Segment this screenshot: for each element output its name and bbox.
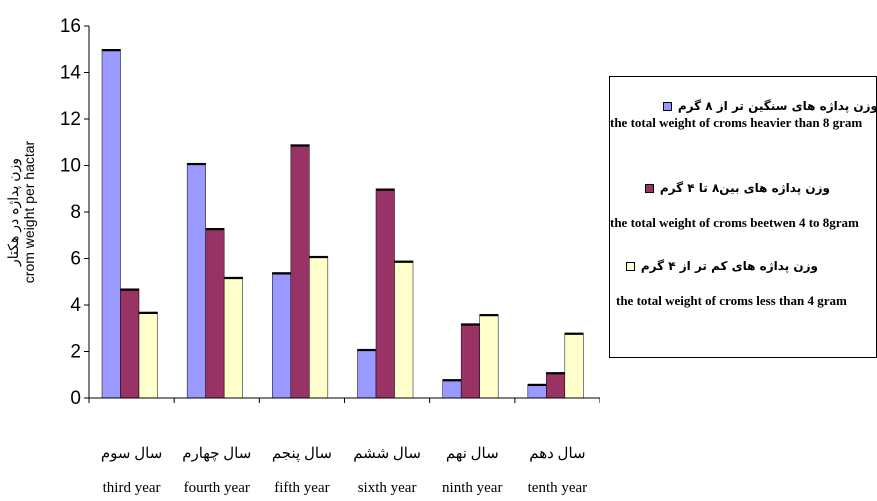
- x-category-label-fa: سال چهارم: [182, 446, 251, 462]
- x-category-label-en: fifth year: [274, 480, 329, 496]
- bar: [564, 332, 584, 399]
- bar: [479, 314, 499, 399]
- y-axis-label-en: crom weight per hactar: [21, 140, 37, 283]
- bar: [546, 372, 566, 399]
- y-tick-label: 14: [60, 63, 82, 84]
- bar: [460, 323, 480, 399]
- bar: [138, 311, 158, 399]
- bar: [309, 255, 329, 399]
- chart: وزن پداژه در هکتار crom weight per hacta…: [5, 16, 600, 496]
- bar: [205, 228, 225, 399]
- y-tick-label: 6: [70, 249, 81, 270]
- x-category-label-fa: سال نهم: [446, 446, 499, 462]
- x-category-label-en: sixth year: [358, 480, 417, 496]
- bar: [375, 188, 395, 399]
- legend-label-fa: وزن پداژه های بین۸ تا ۴ گرم: [644, 181, 830, 195]
- y-tick-label: 12: [60, 109, 81, 130]
- bar: [272, 272, 292, 399]
- y-tick-label: 10: [60, 156, 81, 177]
- legend-text-fa: وزن پداژه های سنگین تر از ۸ گرم: [677, 99, 877, 113]
- legend-label-fa: وزن پداژه های سنگین تر از ۸ گرم: [662, 99, 877, 113]
- x-category-label-en: ninth year: [442, 480, 502, 496]
- bar: [394, 260, 414, 399]
- x-axis-labels: سال سوم third year سال چهارم fourth year سال…: [101, 446, 587, 496]
- bar: [357, 348, 377, 399]
- bar: [223, 276, 243, 399]
- bars: [101, 49, 584, 399]
- bar: [527, 383, 547, 399]
- bar: [120, 288, 140, 399]
- bar: [186, 162, 206, 399]
- legend: وزن پداژه های سنگین تر از ۸ گرم the tota…: [609, 76, 877, 358]
- bar: [101, 49, 121, 399]
- x-category-label-en: third year: [103, 480, 161, 496]
- y-tick-label: 0: [70, 388, 81, 409]
- legend-label-fa: وزن پداژه های کم تر از ۴ گرم: [625, 259, 818, 273]
- x-category-label-en: fourth year: [184, 480, 250, 496]
- y-tick-label: 2: [70, 342, 81, 363]
- y-tick-label: 16: [60, 16, 81, 37]
- legend-text-fa: وزن پداژه های بین۸ تا ۴ گرم: [659, 181, 830, 195]
- y-axis-label: وزن پداژه در هکتار crom weight per hacta…: [5, 140, 37, 283]
- x-category-label-fa: سال دهم: [529, 446, 585, 462]
- x-category-label-en: tenth year: [528, 480, 588, 496]
- y-tick-label: 4: [70, 295, 81, 316]
- y-tick-label: 8: [70, 202, 81, 223]
- y-axis-ticks: 0 2 4 6 8 10 12 14 16: [60, 16, 89, 409]
- bar: [290, 144, 310, 399]
- legend-swatch-medium: [644, 183, 654, 193]
- x-category-label-fa: سال ششم: [353, 446, 421, 462]
- y-axis-label-fa: وزن پداژه در هکتار: [5, 158, 22, 267]
- legend-label-en: the total weight of croms less than 4 gr…: [616, 293, 847, 308]
- legend-swatch-light: [625, 261, 635, 271]
- x-category-label-fa: سال سوم: [101, 446, 162, 462]
- legend-swatch-heavy: [662, 101, 672, 111]
- legend-text-fa: وزن پداژه های کم تر از ۴ گرم: [640, 259, 818, 273]
- bar: [442, 379, 462, 399]
- x-category-label-fa: سال پنجم: [272, 446, 332, 462]
- legend-label-en: the total weight of croms heavier than 8…: [610, 115, 863, 130]
- legend-label-en: the total weight of croms beetwen 4 to 8…: [610, 215, 859, 230]
- x-axis-ticks: [88, 398, 600, 403]
